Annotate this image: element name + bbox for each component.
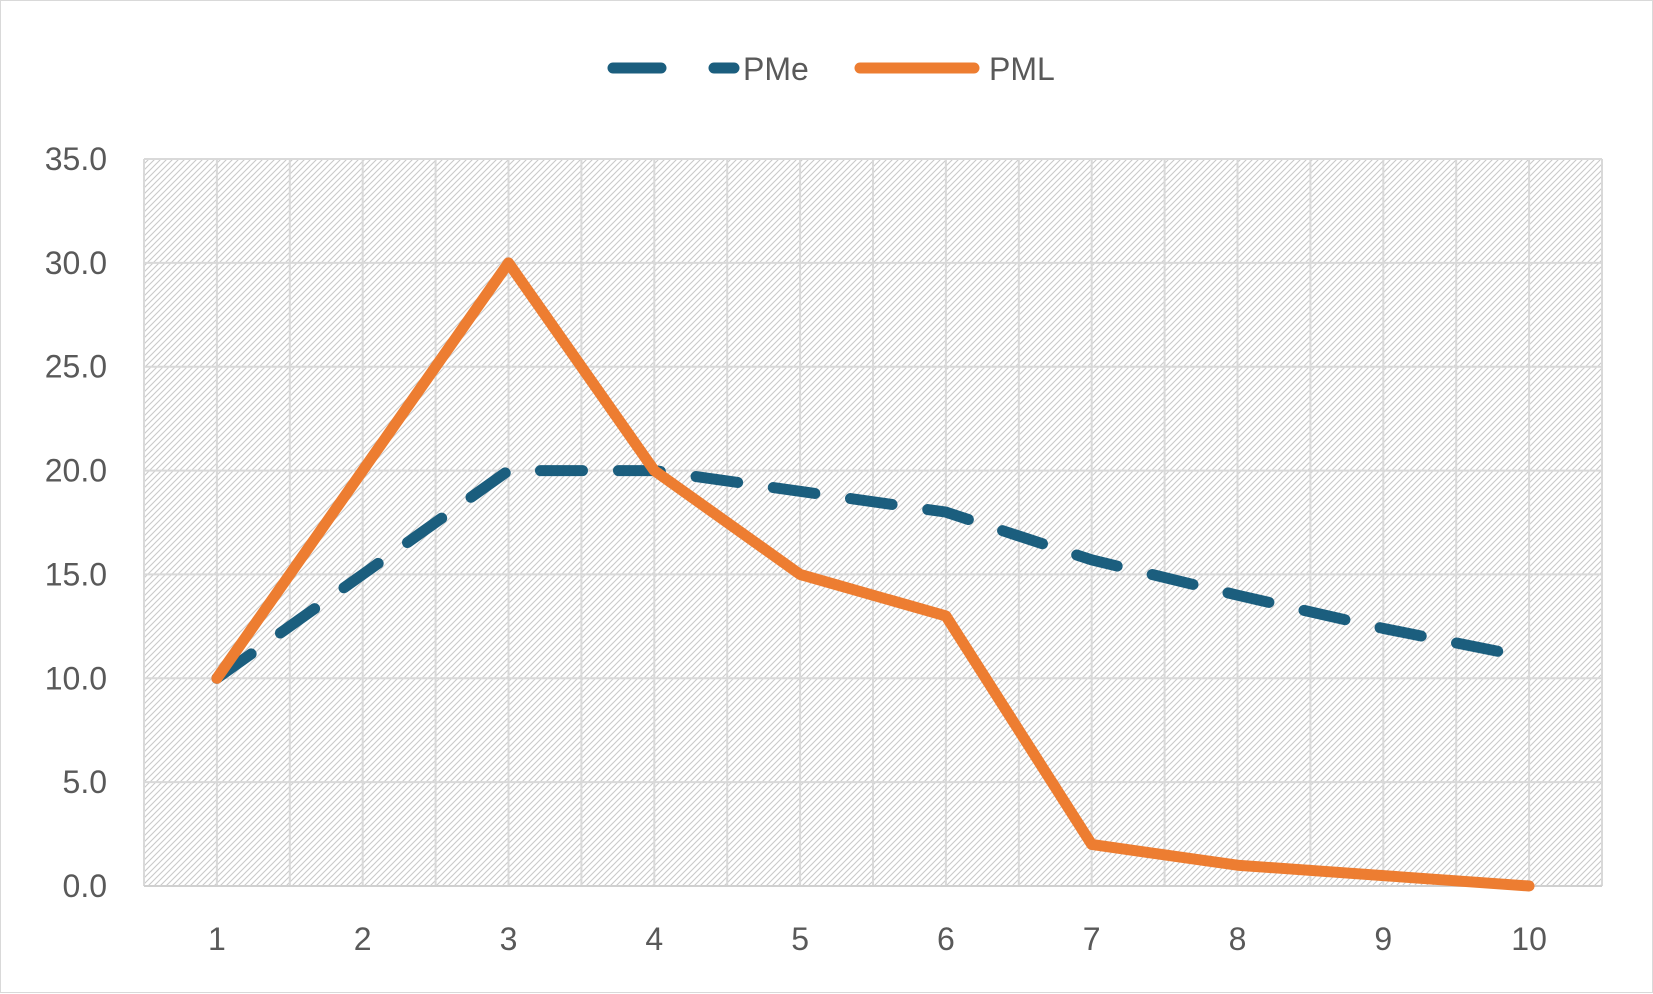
y-tick-label: 5.0 xyxy=(63,764,107,800)
x-tick-label: 4 xyxy=(645,921,663,957)
y-tick-label: 15.0 xyxy=(45,556,107,592)
y-tick-label: 10.0 xyxy=(45,660,107,696)
y-tick-label: 20.0 xyxy=(45,453,107,489)
legend-item-pme: PMe xyxy=(613,51,809,87)
gridlines xyxy=(144,159,1602,886)
y-tick-label: 0.0 xyxy=(63,868,107,904)
x-tick-label: 8 xyxy=(1229,921,1247,957)
x-tick-label: 10 xyxy=(1511,921,1547,957)
x-tick-label: 9 xyxy=(1374,921,1392,957)
legend-label-pme: PMe xyxy=(743,51,809,87)
x-tick-label: 3 xyxy=(500,921,518,957)
legend: PMe PML xyxy=(613,51,1055,87)
x-tick-label: 5 xyxy=(791,921,809,957)
legend-item-pml: PML xyxy=(860,51,1055,87)
x-tick-label: 2 xyxy=(354,921,372,957)
x-tick-label: 7 xyxy=(1083,921,1101,957)
y-tick-label: 25.0 xyxy=(45,349,107,385)
x-tick-label: 1 xyxy=(208,921,226,957)
y-tick-label: 30.0 xyxy=(45,245,107,281)
legend-label-pml: PML xyxy=(989,51,1055,87)
x-tick-label: 6 xyxy=(937,921,955,957)
y-tick-label: 35.0 xyxy=(45,141,107,177)
